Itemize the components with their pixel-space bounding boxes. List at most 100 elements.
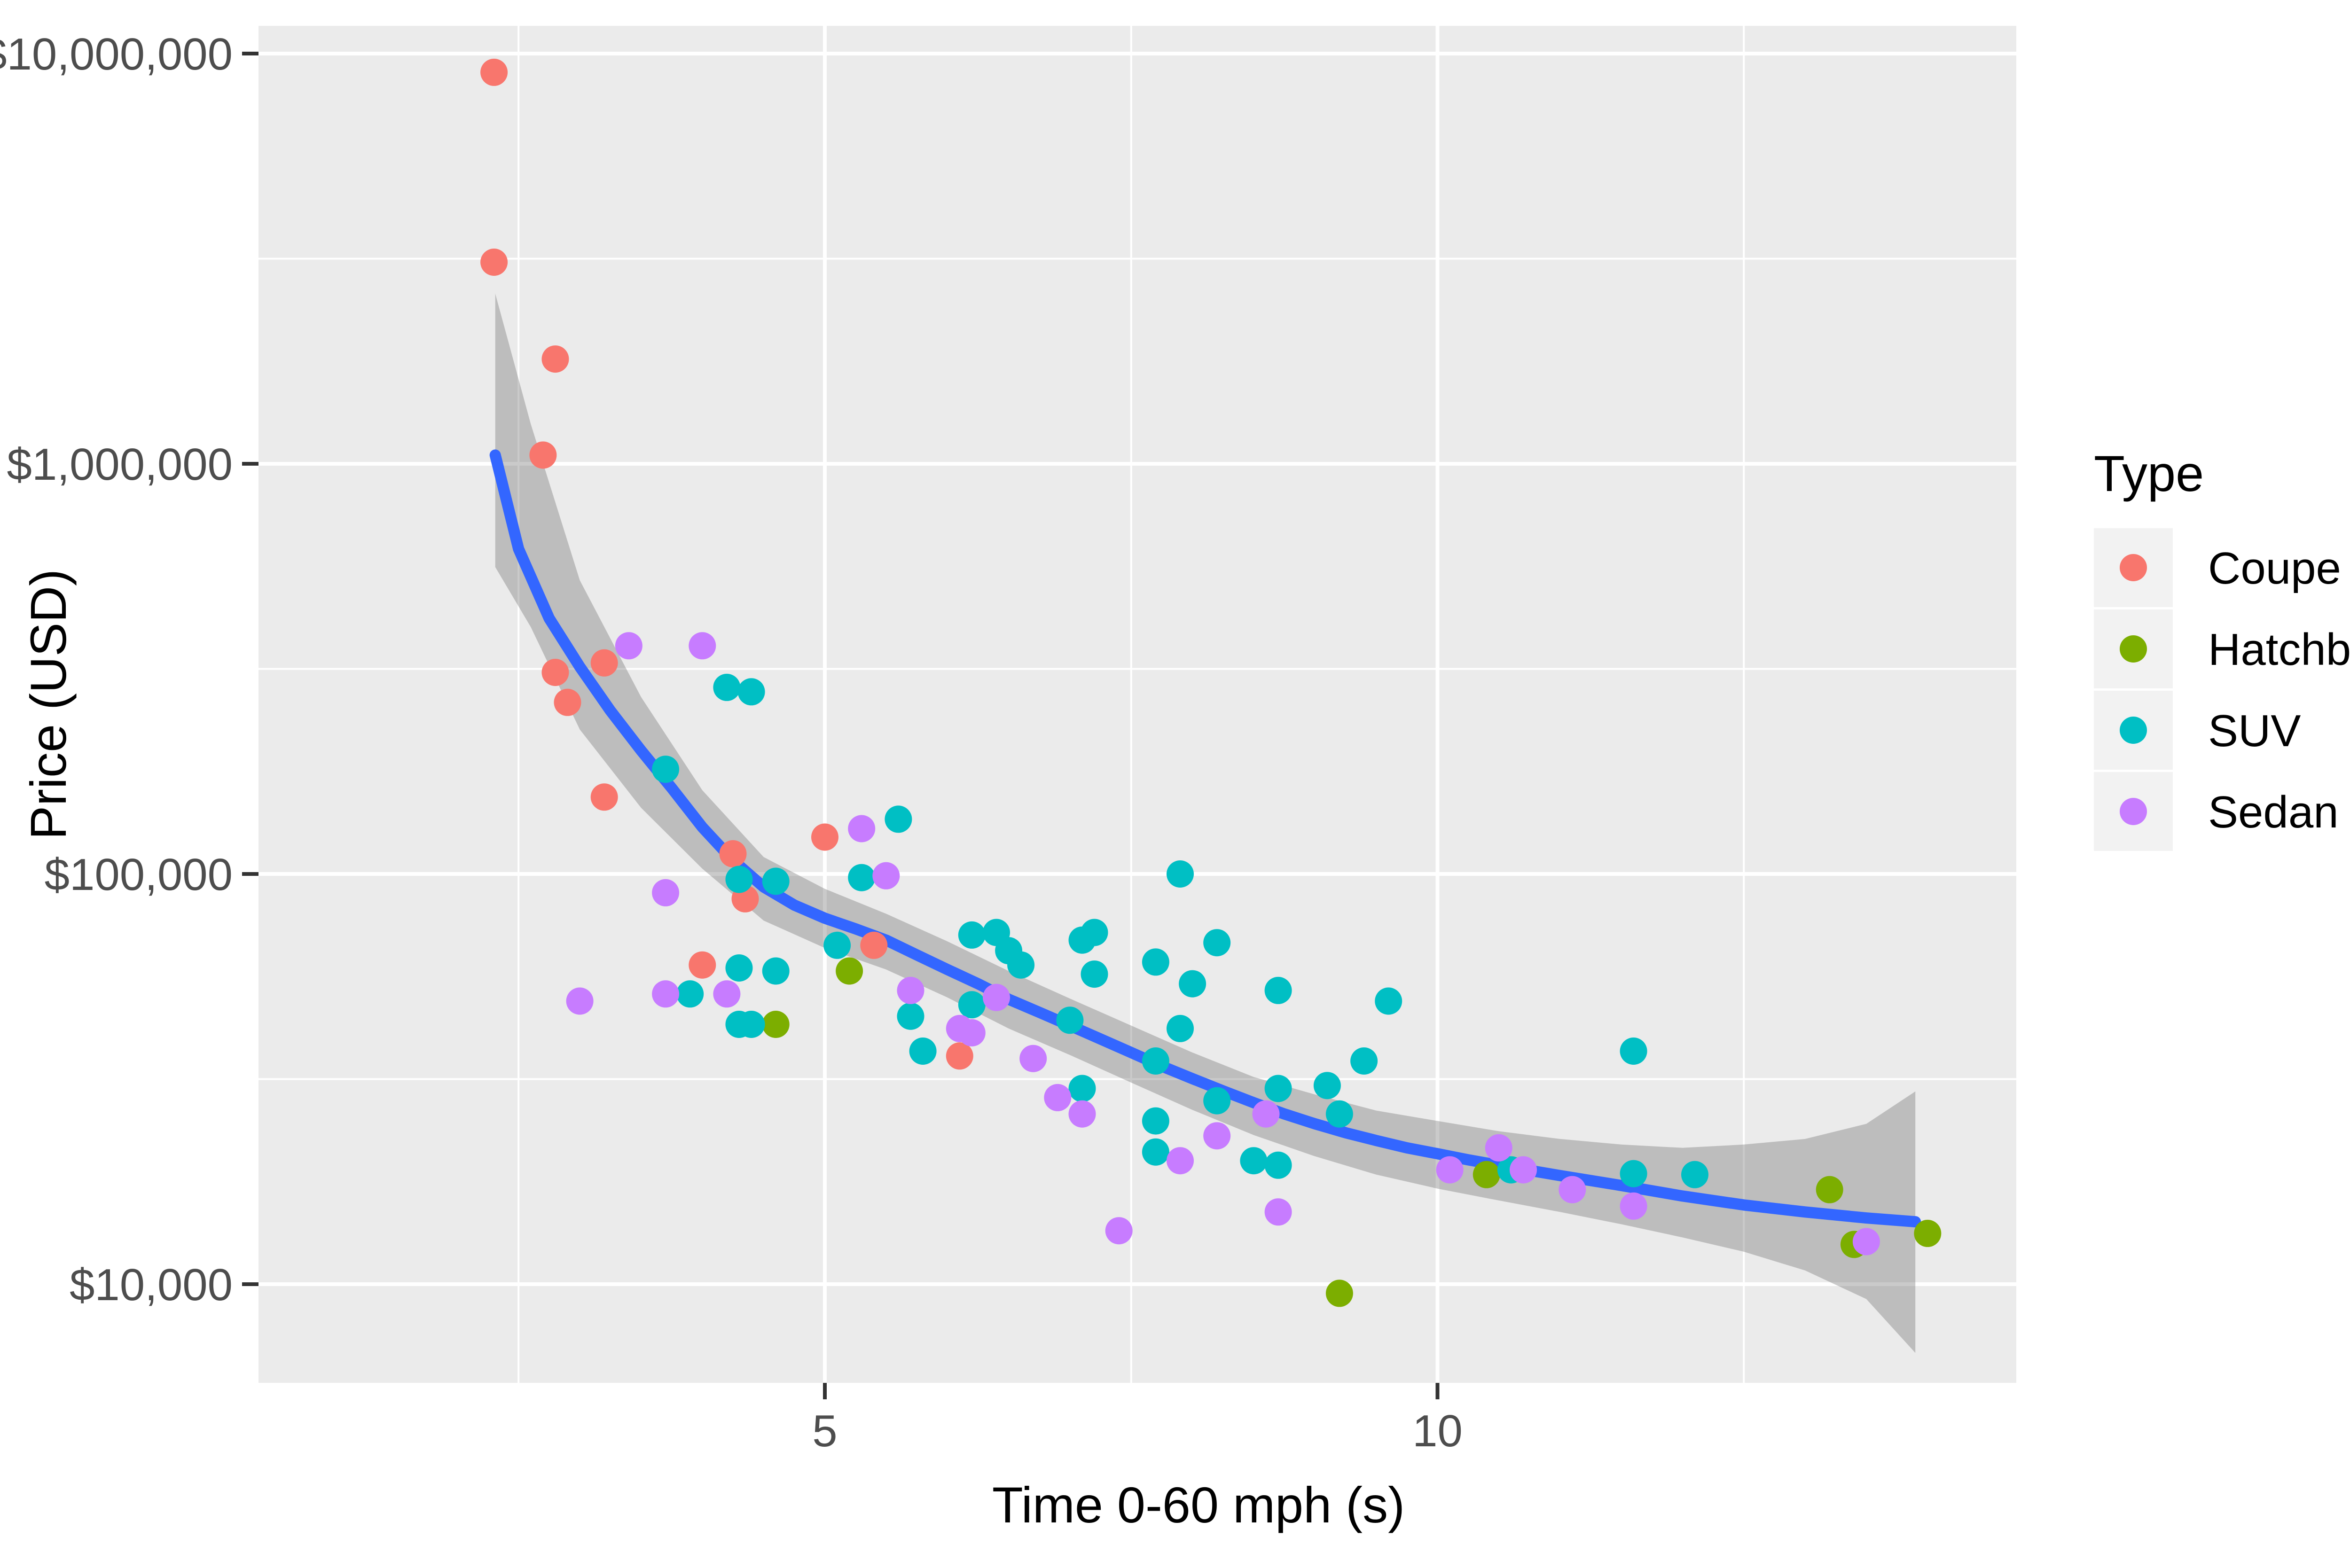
data-point-sedan [1436,1156,1464,1184]
series-sedan [566,632,1880,1256]
legend-entries: Coupe Hatchback SUV Sedan [2094,528,2350,851]
data-point-suv [1179,970,1206,998]
data-point-coupe [811,823,838,851]
data-point-coupe [719,840,747,867]
data-point-sedan [615,632,642,660]
y-axis-title: Price (USD) [20,569,77,840]
data-point-sedan [652,879,680,906]
data-point-sedan [689,632,716,660]
data-point-suv [1081,919,1108,946]
data-point-sedan [1044,1084,1072,1111]
data-point-suv [848,864,876,891]
data-point-coupe [480,249,508,276]
data-point-suv [1167,860,1194,888]
data-point-suv [897,1002,924,1030]
legend-key-dot-sedan [2120,798,2147,825]
data-point-sedan [1559,1176,1586,1203]
data-point-suv [823,931,851,959]
data-point-sedan [1068,1100,1096,1128]
data-point-suv [1375,987,1402,1015]
data-point-suv [1264,1151,1292,1179]
legend-label-sedan: Sedan [2208,787,2339,837]
data-point-sedan [652,980,680,1008]
data-point-suv [909,1038,937,1065]
data-point-coupe [541,659,569,686]
series-coupe [480,58,973,1070]
data-point-suv [1081,960,1108,988]
data-point-suv [1142,1107,1169,1135]
data-point-coupe [480,58,508,86]
legend-key-dot-coupe [2120,554,2147,581]
data-point-coupe [590,649,618,677]
data-point-coupe [554,688,581,716]
confidence-ribbon [495,293,1916,1353]
axis-ticks [242,52,1440,1399]
data-point-suv [652,756,680,783]
data-point-suv [762,957,790,985]
data-point-suv [1056,1006,1084,1034]
legend-label-coupe: Coupe [2208,543,2341,593]
x-tick-label: 5 [812,1406,837,1456]
scatter-points [480,58,1942,1307]
data-point-hatchback [1473,1161,1500,1188]
data-point-sedan [1167,1147,1194,1175]
data-point-suv [1068,1075,1096,1102]
data-point-hatchback [1914,1219,1942,1247]
axis-tick-labels: $10,000,000 $1,000,000 $100,000 $10,000 5 10 [0,29,1463,1456]
data-point-suv [1313,1072,1341,1100]
legend-entry-suv: SUV [2094,691,2301,770]
series-suv [652,673,1708,1188]
data-point-suv [762,867,790,895]
data-point-suv [1350,1047,1378,1075]
plot-panel [258,26,2016,1383]
data-point-sedan [848,815,876,843]
minor-gridlines [258,26,2016,1383]
data-point-sedan [1019,1045,1047,1072]
data-point-suv [725,866,753,893]
data-point-suv [1142,1047,1169,1075]
data-point-suv [1681,1161,1708,1188]
data-point-sedan [566,987,594,1015]
legend-key-dot-suv [2120,717,2147,744]
legend-label-hatchback: Hatchback [2208,624,2350,675]
data-point-sedan [983,983,1010,1011]
data-point-suv [1264,1075,1292,1102]
data-point-sedan [872,862,900,889]
data-point-sedan [897,976,924,1004]
data-point-coupe [541,345,569,373]
data-point-suv [1203,1087,1231,1115]
data-point-coupe [590,783,618,811]
data-point-hatchback [836,957,863,985]
y-tick-label: $10,000,000 [0,29,233,79]
legend-label-suv: SUV [2208,706,2301,756]
data-point-suv [1620,1160,1647,1187]
data-point-sedan [958,1019,986,1046]
data-point-suv [958,921,986,949]
legend-key-dot-hatchback [2120,635,2147,663]
data-point-suv [1007,951,1035,979]
y-tick-label: $10,000 [70,1260,233,1310]
data-point-suv [713,673,741,701]
data-point-suv [1142,1138,1169,1166]
data-point-sedan [1510,1156,1537,1184]
data-point-suv [737,1011,765,1038]
data-point-coupe [689,951,716,979]
data-point-suv [1264,976,1292,1004]
legend-entry-sedan: Sedan [2094,772,2339,851]
data-point-sedan [1203,1122,1231,1150]
data-point-sedan [1485,1134,1512,1162]
data-point-coupe [946,1042,973,1070]
data-point-suv [1167,1014,1194,1042]
data-point-hatchback [762,1011,790,1038]
data-point-suv [958,991,986,1019]
x-axis-title: Time 0-60 mph (s) [992,1476,1405,1533]
data-point-coupe [860,931,888,959]
legend-entry-hatchback: Hatchback [2094,609,2350,688]
data-point-hatchback [1325,1279,1353,1307]
major-gridlines [258,26,2016,1383]
data-point-sedan [1620,1192,1647,1220]
data-point-sedan [713,980,741,1008]
data-point-hatchback [1816,1176,1843,1203]
